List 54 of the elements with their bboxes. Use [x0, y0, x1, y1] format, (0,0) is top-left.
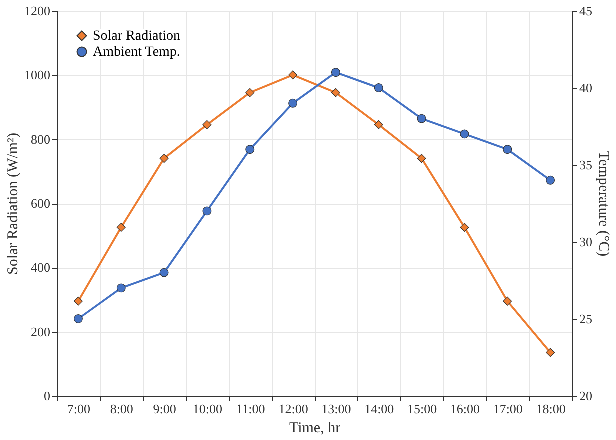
point [503, 145, 512, 154]
x-tick-label: 15:00 [407, 402, 438, 416]
legend-label: Solar Radiation [93, 29, 180, 44]
x-tick-label: 10:00 [192, 402, 223, 416]
x-tick-label: 9:00 [153, 402, 176, 416]
point [417, 114, 426, 124]
x-tick-label: 16:00 [450, 402, 480, 416]
y-axis-title: Solar Radiation (W/m²) [6, 133, 22, 275]
point [331, 88, 340, 98]
y-tick-label: 800 [31, 132, 50, 147]
x-tick-label: 14:00 [364, 402, 394, 416]
point [374, 84, 384, 92]
y-tick-label: 600 [31, 196, 50, 211]
legend-label: Ambient Temp. [93, 45, 180, 60]
x-tick-label: 13:00 [322, 402, 352, 416]
y2-tick-label: 30 [580, 234, 592, 250]
y2-tick-label: 25 [580, 312, 592, 326]
x-tick-label: 18:00 [536, 402, 566, 416]
x-tick-label: 8:00 [110, 402, 134, 416]
x-tick-label: 12:00 [278, 402, 308, 416]
point [374, 120, 384, 130]
y2-tick-label: 40 [580, 80, 592, 96]
y-tick-label: 200 [31, 324, 50, 340]
point [74, 314, 83, 324]
point [160, 268, 169, 278]
y2-axis-title: Temperature (°C) [596, 151, 612, 257]
x-tick-label: 11:00 [236, 402, 266, 416]
point [503, 296, 512, 306]
point [546, 176, 556, 185]
x-tick-label: 7:00 [67, 402, 91, 416]
y-tick-label: 1000 [24, 68, 50, 83]
point [202, 120, 212, 130]
point [160, 154, 169, 164]
x-tick-label: 17:00 [493, 402, 523, 416]
y-tick-label: 1200 [24, 4, 50, 18]
point [288, 98, 298, 108]
y-tick-label: 400 [31, 260, 50, 276]
point [331, 68, 340, 78]
y2-tick-label: 35 [580, 158, 592, 172]
y2-tick-label: 45 [580, 4, 592, 18]
y2-tick-label: 20 [580, 388, 592, 404]
point [460, 130, 470, 139]
point [246, 145, 255, 154]
y-tick-label: 0 [44, 388, 50, 404]
point [417, 154, 426, 164]
point [288, 70, 298, 80]
point [116, 223, 126, 232]
point [74, 296, 83, 306]
point [246, 88, 255, 98]
point [116, 284, 126, 293]
point [460, 223, 470, 232]
point [546, 348, 556, 358]
x-axis-title: Time, hr [289, 420, 341, 436]
point [202, 206, 212, 216]
